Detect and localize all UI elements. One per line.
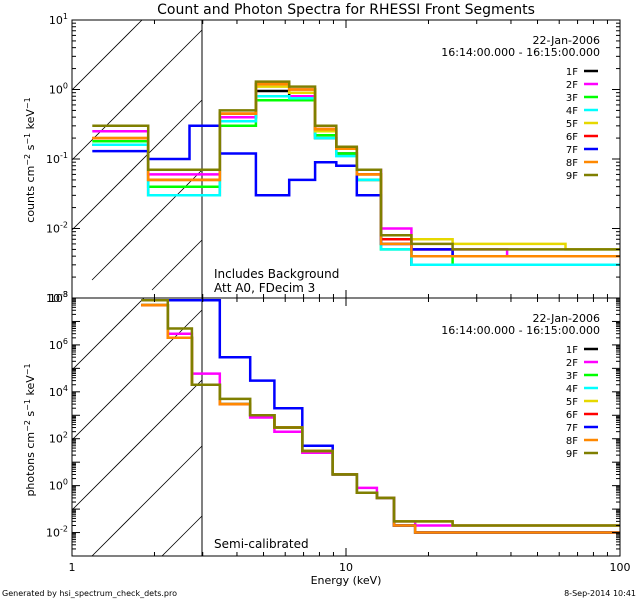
annotation-attenuator: Att A0, FDecim 3 [214, 281, 315, 295]
legend-label-4F: 4F [566, 384, 578, 395]
series-line-5F-panel2 [141, 303, 620, 527]
x-tick-label: 100 [610, 561, 631, 574]
top-legend: 1F 2F 3F 4F 5F 6F 7F 8F 9F [566, 67, 598, 182]
annotation-semicalibrated: Semi-calibrated [214, 537, 309, 551]
legend-label-5F: 5F [566, 397, 578, 408]
footer-timestamp: 8-Sep-2014 10:41 [564, 589, 636, 598]
x-axis-title: Energy (keV) [311, 574, 382, 587]
x-tick-label: 10 [339, 561, 353, 574]
bottom-series-group [141, 299, 620, 534]
legend-label-6F: 6F [566, 132, 578, 143]
y-tick-label: 10-1 [46, 151, 68, 166]
legend-label-9F: 9F [566, 171, 578, 182]
y-tick-label: 10-2 [46, 221, 68, 236]
y-tick-label: 10-3 [46, 290, 68, 305]
series-line-9F-panel1 [92, 80, 620, 251]
legend-label-3F: 3F [566, 93, 578, 104]
top-y-axis-title: counts cm−2 s−1 keV−1 [23, 97, 37, 222]
legend-label-9F: 9F [566, 449, 578, 460]
y-tick-label: 10-2 [46, 525, 68, 540]
series-line-8F-panel1 [92, 82, 620, 258]
bottom-legend: 1F 2F 3F 4F 5F 6F 7F 8F 9F [566, 345, 598, 460]
y-tick-label: 104 [49, 384, 68, 399]
series-line-4F-panel1 [92, 94, 620, 267]
y-tick-label: 108 [49, 290, 68, 305]
bottom-date-label: 22-Jan-2006 [533, 312, 601, 325]
footer-generated-by: Generated by hsi_spectrum_check_dets.pro [2, 589, 177, 598]
legend-label-7F: 7F [566, 145, 578, 156]
series-line-9F-panel2 [141, 299, 620, 527]
chart-title: Count and Photon Spectra for RHESSI Fron… [157, 2, 535, 18]
legend-label-8F: 8F [566, 158, 578, 169]
legend-label-4F: 4F [566, 106, 578, 117]
x-tick-label: 1 [69, 561, 76, 574]
legend-label-1F: 1F [566, 67, 578, 78]
top-series-group [92, 80, 620, 267]
legend-label-6F: 6F [566, 410, 578, 421]
y-tick-label: 102 [49, 431, 68, 446]
top-hatch-region [72, 20, 203, 291]
bottom-y-axis-title: photons cm−2 s−1 keV−1 [23, 363, 37, 496]
top-date-label: 22-Jan-2006 [533, 34, 601, 47]
tick-marks [71, 19, 620, 557]
series-line-2F-panel2 [141, 303, 620, 527]
legend-label-2F: 2F [566, 80, 578, 91]
annotation-background: Includes Background [214, 267, 339, 281]
bottom-hatch-region [72, 298, 203, 556]
legend-label-1F: 1F [566, 345, 578, 356]
y-tick-label: 101 [49, 12, 68, 27]
legend-label-8F: 8F [566, 436, 578, 447]
legend-label-2F: 2F [566, 358, 578, 369]
legend-label-3F: 3F [566, 371, 578, 382]
y-tick-label: 106 [49, 337, 68, 352]
bottom-time-range: 16:14:00.000 - 16:15:00.000 [441, 324, 600, 337]
y-tick-label: 100 [49, 82, 68, 97]
top-time-range: 16:14:00.000 - 16:15:00.000 [441, 46, 600, 59]
series-line-7F-panel1 [92, 124, 620, 258]
legend-label-7F: 7F [566, 423, 578, 434]
y-tick-label: 100 [49, 478, 68, 493]
legend-label-5F: 5F [566, 119, 578, 130]
